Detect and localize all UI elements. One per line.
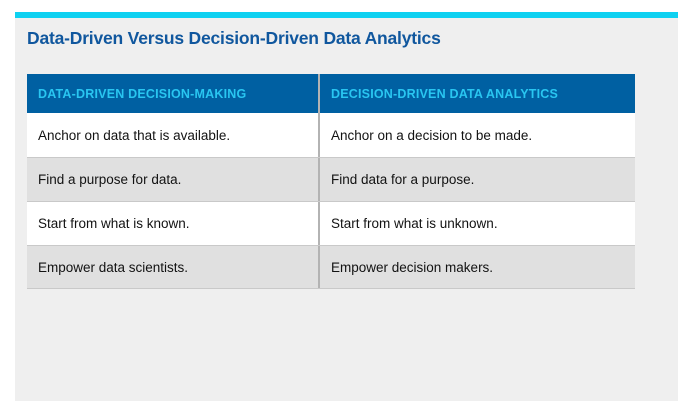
table-cell: Start from what is unknown. [318, 202, 635, 245]
table-cell: Find data for a purpose. [318, 158, 635, 201]
table-cell: Anchor on a decision to be made. [318, 113, 635, 157]
table-cell: Empower decision makers. [318, 246, 635, 288]
table-cell: Anchor on data that is available. [38, 127, 231, 143]
comparison-table: DATA-DRIVEN DECISION-MAKING DECISION-DRI… [27, 74, 635, 289]
table-cell: Empower data scientists. [38, 259, 189, 275]
column-header-data-driven: DATA-DRIVEN DECISION-MAKING [38, 86, 247, 101]
table-row: Start from what is known. Start from wha… [27, 201, 635, 245]
table-cell: Find a purpose for data. [38, 172, 182, 187]
table-header-row: DATA-DRIVEN DECISION-MAKING DECISION-DRI… [27, 74, 635, 113]
table-row: Empower data scientists. Empower decisio… [27, 245, 635, 289]
table-row: Find a purpose for data. Find data for a… [27, 157, 635, 201]
table-row: Anchor on data that is available. Anchor… [27, 113, 635, 157]
accent-bar [15, 12, 678, 18]
table-cell: Start from what is known. [38, 216, 190, 231]
column-header-decision-driven: DECISION-DRIVEN DATA ANALYTICS [318, 74, 635, 113]
page-title: Data-Driven Versus Decision-Driven Data … [27, 28, 441, 48]
